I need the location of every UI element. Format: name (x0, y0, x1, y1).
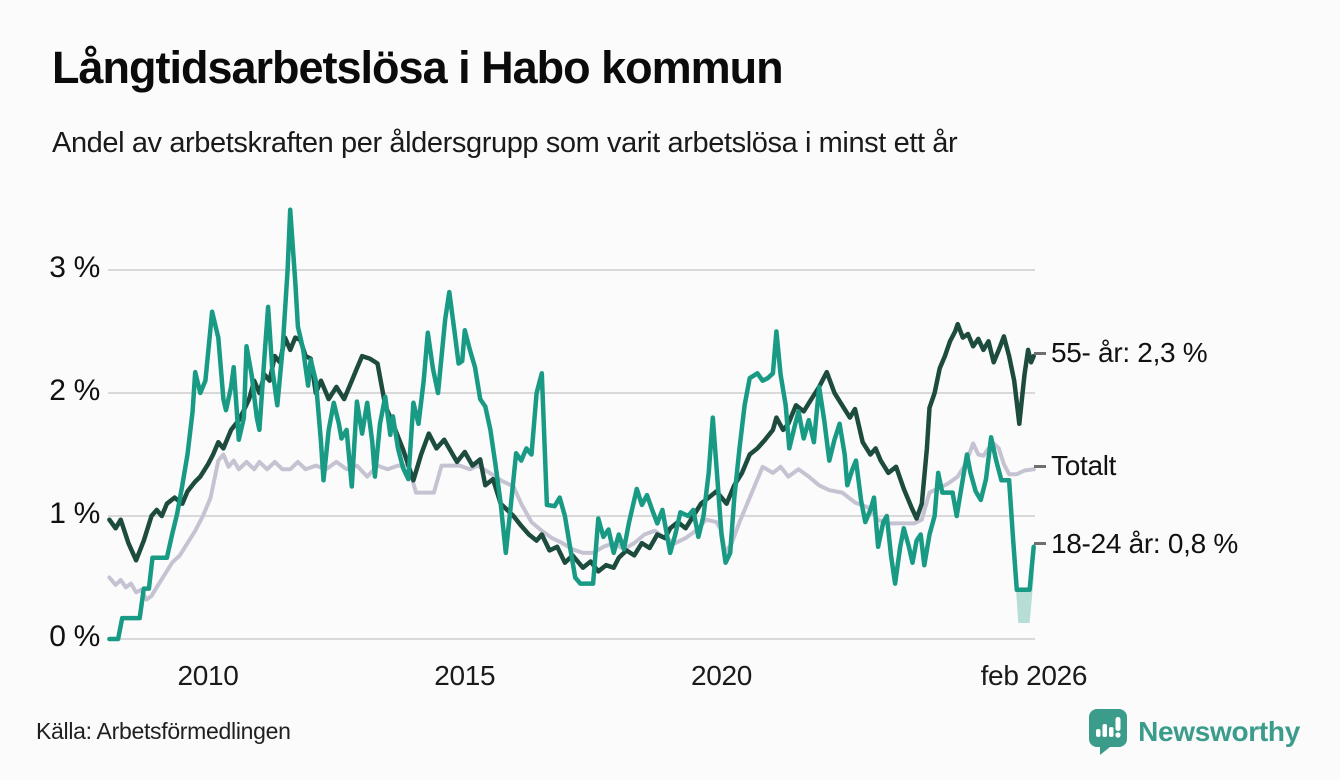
chart-subtitle: Andel av arbetskraften per åldersgrupp s… (52, 127, 958, 159)
y-tick-label: 2 % (49, 374, 100, 407)
series-end-label-text: 18-24 år: 0,8 % (1051, 527, 1238, 559)
series-end-label-totalt: Totalt (1034, 450, 1116, 482)
newsworthy-bubble-chart-icon (1089, 709, 1128, 755)
x-tick-label: 2015 (434, 660, 496, 691)
y-tick-label: 0 % (49, 620, 100, 653)
series-end-label-text: Totalt (1051, 450, 1117, 482)
preliminary-data-band (1012, 522, 1034, 624)
source-note: Källa: Arbetsförmedlingen (36, 718, 291, 744)
newsworthy-logo: Newsworthy (1088, 708, 1300, 756)
label-connector-dash (1034, 464, 1046, 468)
y-tick-label: 1 % (49, 497, 100, 530)
newsworthy-wordmark: Newsworthy (1138, 716, 1300, 747)
label-connector-dash (1034, 351, 1046, 355)
series-line-18-24-r (107, 207, 1036, 642)
series-end-label-55-r: 55- år: 2,3 % (1034, 337, 1208, 369)
series-line-totalt (107, 441, 1036, 602)
x-tick-label: 2020 (690, 660, 753, 691)
label-connector-dash (1034, 542, 1046, 546)
x-tick-label: 2010 (177, 660, 239, 691)
page-title: Långtidsarbetslösa i Habo kommun (52, 42, 784, 93)
series-end-label-18-24-r: 18-24 år: 0,8 % (1034, 528, 1238, 560)
series-end-label-text: 55- år: 2,3 % (1051, 337, 1208, 369)
y-tick-label: 3 % (49, 251, 100, 284)
x-tick-label: feb 2026 (980, 660, 1088, 691)
